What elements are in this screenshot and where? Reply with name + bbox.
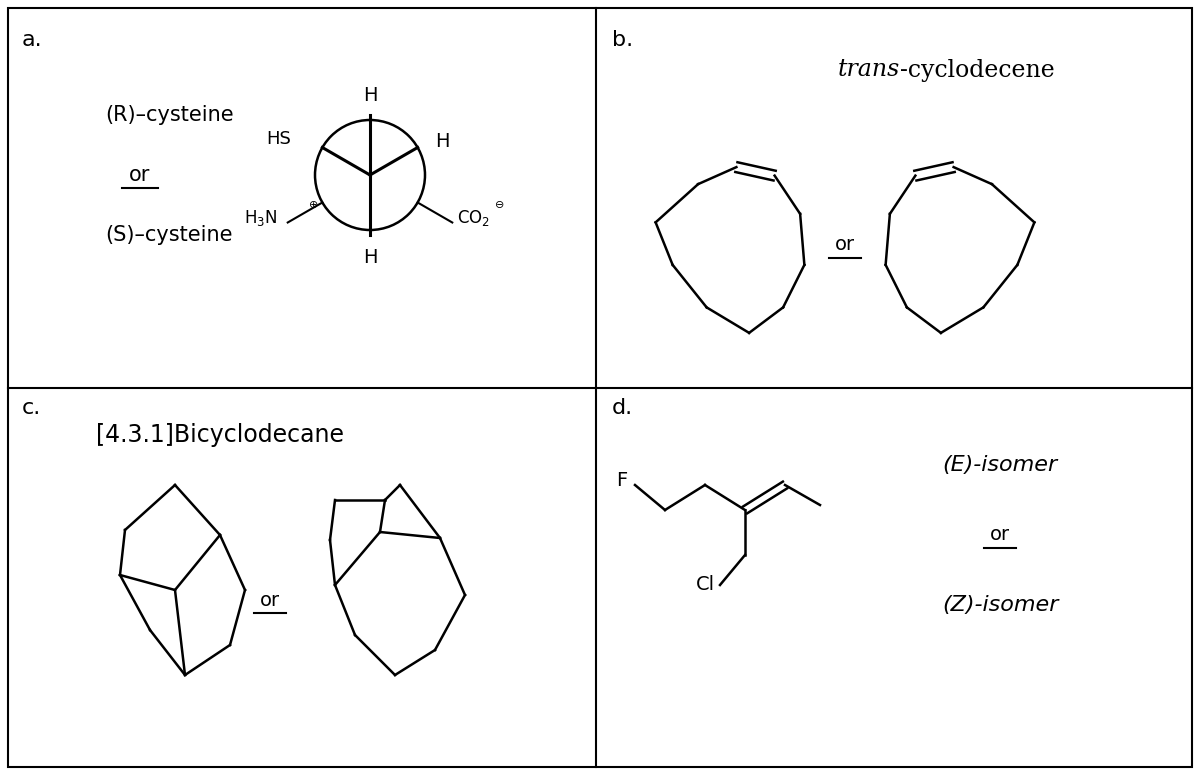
Text: b.: b. — [612, 30, 634, 50]
Text: a.: a. — [22, 30, 43, 50]
Text: (E)-isomer: (E)-isomer — [942, 455, 1057, 475]
Text: H: H — [436, 132, 450, 151]
Text: -cyclodecene: -cyclodecene — [900, 58, 1055, 81]
Text: Cl: Cl — [696, 576, 715, 594]
Text: or: or — [990, 525, 1010, 545]
Text: d.: d. — [612, 398, 634, 418]
Text: H: H — [362, 248, 377, 267]
Text: $\oplus$: $\oplus$ — [307, 199, 318, 210]
Text: H$_3$N: H$_3$N — [245, 208, 277, 228]
Text: CO$_2$: CO$_2$ — [457, 208, 491, 228]
Text: F: F — [616, 470, 628, 490]
Text: or: or — [835, 236, 856, 254]
Text: (R)–cysteine: (R)–cysteine — [106, 105, 234, 125]
Text: HS: HS — [266, 129, 292, 147]
Text: trans: trans — [838, 58, 900, 81]
Text: H: H — [362, 86, 377, 105]
Text: or: or — [130, 165, 151, 185]
Text: $\ominus$: $\ominus$ — [494, 199, 504, 210]
Text: or: or — [260, 591, 280, 609]
Text: c.: c. — [22, 398, 41, 418]
Text: (S)–cysteine: (S)–cysteine — [106, 225, 233, 245]
Text: (Z)-isomer: (Z)-isomer — [942, 595, 1058, 615]
Text: [4.3.1]Bicyclodecane: [4.3.1]Bicyclodecane — [96, 423, 344, 447]
